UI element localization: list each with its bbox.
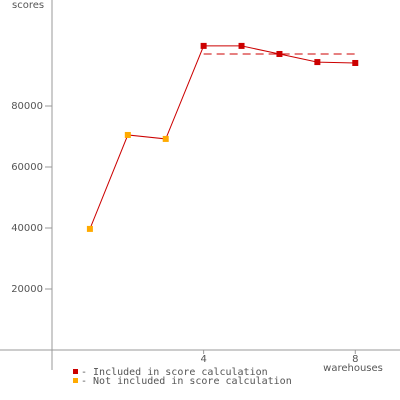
point xyxy=(238,42,245,49)
legend-marker xyxy=(73,378,78,383)
x-tick-label: 4 xyxy=(200,354,206,365)
series-line xyxy=(89,45,356,230)
point xyxy=(200,42,207,49)
point xyxy=(86,225,93,232)
point xyxy=(124,131,131,138)
y-axis-label: scores xyxy=(12,0,44,11)
y-tick-label: 40000 xyxy=(11,223,43,234)
y-tick-label: 20000 xyxy=(11,284,43,295)
point xyxy=(314,59,321,66)
legend-marker xyxy=(73,369,78,374)
y-tick-label: 60000 xyxy=(11,162,43,173)
legend-label: - Not included in score calculation xyxy=(81,376,292,387)
x-tick-label: 8 xyxy=(352,354,358,365)
legend-label: - Included in score calculation xyxy=(81,367,268,378)
y-tick-label: 80000 xyxy=(11,101,43,112)
point xyxy=(352,59,359,66)
point xyxy=(276,50,283,57)
point xyxy=(162,135,169,142)
x-axis-label: warehouses xyxy=(323,363,383,374)
